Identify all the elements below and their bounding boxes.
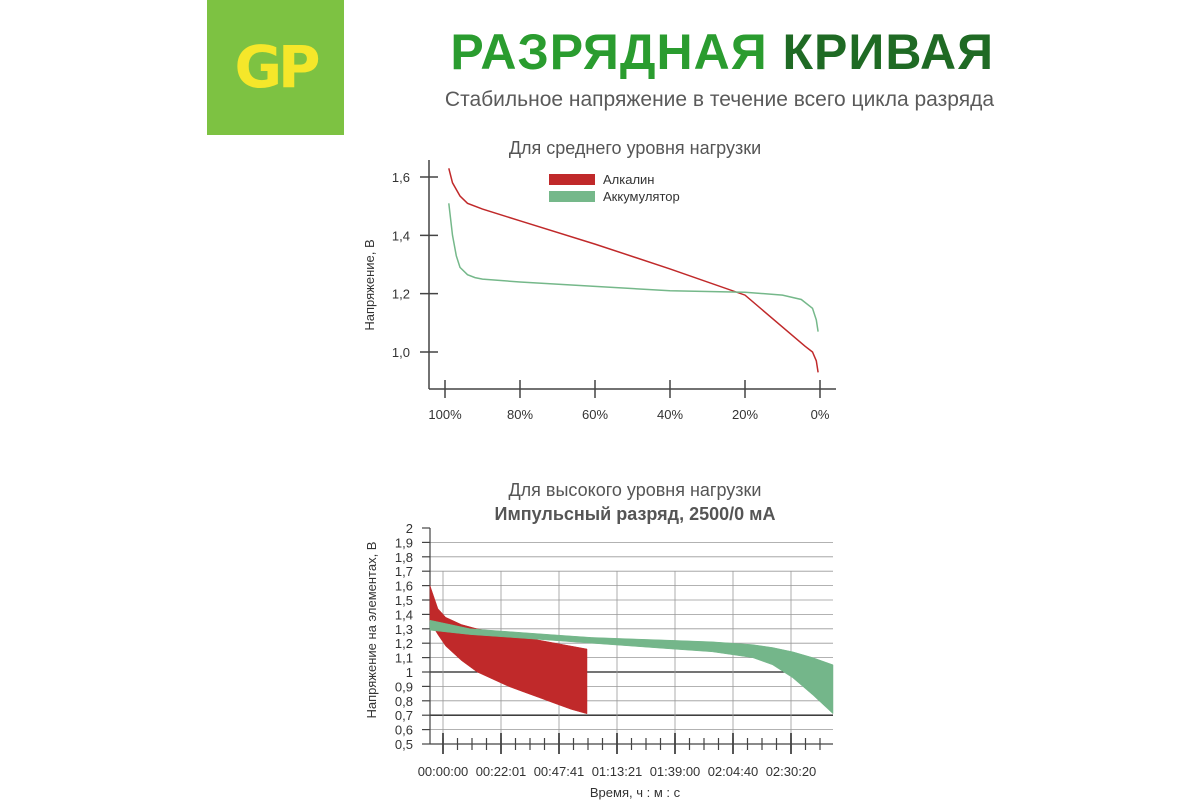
gp-logo: GP <box>207 0 344 135</box>
chart1-y-tick-label: 1,4 <box>392 228 410 243</box>
chart2-y-tick-label: 0,9 <box>395 679 413 694</box>
page-subtitle: Стабильное напряжение в течение всего ци… <box>444 88 994 111</box>
chart2-y-tick-label: 1,6 <box>395 579 413 594</box>
chart1-y-tick-label: 1,2 <box>392 287 410 302</box>
chart2-y-tick-label: 0,5 <box>395 737 413 752</box>
chart2-y-tick-label: 1,1 <box>395 651 413 666</box>
chart2-x-tick-label: 01:13:21 <box>592 764 643 779</box>
chart2-x-tick-label: 02:04:40 <box>708 764 759 779</box>
chart2-title: Для высокого уровня нагрузки <box>508 480 761 500</box>
chart2-series-band <box>429 585 588 715</box>
page-title-part1: РАЗРЯДНАЯ <box>450 24 768 80</box>
chart1-x-tick-label: 20% <box>732 407 758 422</box>
chart1-x-tick-label: 100% <box>428 407 462 422</box>
chart2-y-tick-label: 0,7 <box>395 708 413 723</box>
chart1-x-tick-label: 60% <box>582 407 608 422</box>
chart1-x-tick-label: 80% <box>507 407 533 422</box>
chart2-y-axis-label: Напряжение на элементах, В <box>364 542 379 719</box>
chart1-legend-swatch <box>549 174 595 185</box>
chart2-y-tick-label: 1,9 <box>395 535 413 550</box>
page-title-part2: КРИВАЯ <box>782 24 994 80</box>
chart1-x-tick-label: 0% <box>811 407 830 422</box>
chart2-y-tick-label: 1 <box>406 665 413 680</box>
chart2-y-tick-label: 1,3 <box>395 622 413 637</box>
chart2-subtitle: Импульсный разряд, 2500/0 мА <box>495 504 776 524</box>
chart2-y-tick-label: 1,4 <box>395 607 413 622</box>
chart2-y-tick-label: 1,2 <box>395 636 413 651</box>
chart2-x-tick-label: 00:00:00 <box>418 764 469 779</box>
gp-logo-text: GP <box>234 33 320 101</box>
chart1-y-tick-label: 1,0 <box>392 345 410 360</box>
chart2-x-tick-label: 02:30:20 <box>766 764 817 779</box>
chart1-legend-swatch <box>549 191 595 202</box>
chart1-legend-label: Алкалин <box>603 172 655 187</box>
chart2-y-tick-label: 0,8 <box>395 694 413 709</box>
chart2-y-tick-label: 1,7 <box>395 564 413 579</box>
chart1-series-line <box>448 168 819 373</box>
chart1-y-tick-label: 1,6 <box>392 170 410 185</box>
chart2-x-tick-label: 01:39:00 <box>650 764 701 779</box>
chart1-title: Для среднего уровня нагрузки <box>509 138 761 158</box>
chart1-series-line <box>448 203 819 332</box>
page-title: РАЗРЯДНАЯ КРИВАЯ <box>400 22 994 82</box>
chart2-x-axis-label: Время, ч : м : с <box>590 785 681 800</box>
chart2-y-tick-label: 0,6 <box>395 723 413 738</box>
chart1-x-tick-label: 40% <box>657 407 683 422</box>
chart1-legend-label: Аккумулятор <box>603 189 680 204</box>
chart2-series-band <box>429 619 834 715</box>
chart2-y-tick-label: 1,5 <box>395 593 413 608</box>
chart2-x-tick-label: 00:47:41 <box>534 764 585 779</box>
chart2-y-tick-label: 1,8 <box>395 550 413 565</box>
chart2-y-tick-label: 2 <box>406 521 413 536</box>
chart2-x-tick-label: 00:22:01 <box>476 764 527 779</box>
chart1-y-axis-label: Напряжение, В <box>362 239 377 330</box>
